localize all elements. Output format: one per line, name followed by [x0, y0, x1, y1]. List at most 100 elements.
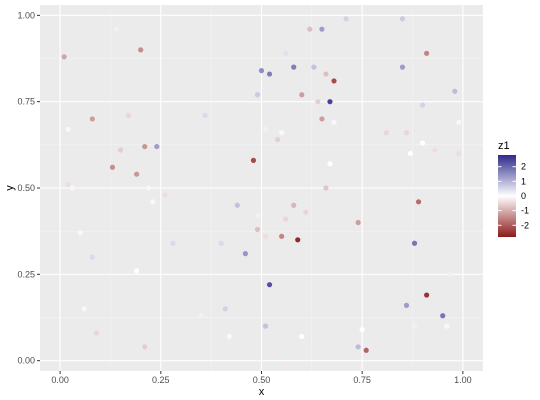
y-tick-label: 0.00: [17, 356, 35, 366]
x-tick-label: 0.75: [353, 375, 371, 385]
data-point: [331, 78, 337, 84]
legend-colorbar: [498, 155, 516, 237]
data-point: [254, 226, 261, 233]
y-tick-label: 0.75: [17, 97, 35, 107]
data-point: [170, 240, 176, 246]
data-point: [134, 171, 140, 177]
x-tick-label: 1.00: [454, 375, 472, 385]
data-point: [266, 282, 273, 288]
data-point: [359, 326, 365, 333]
data-point: [440, 313, 446, 319]
legend-ticks: 2 1 0 -1 -2: [498, 162, 529, 230]
data-point: [154, 143, 160, 150]
data-point: [363, 347, 369, 353]
data-point: [69, 185, 75, 191]
data-point: [250, 157, 257, 163]
data-point: [303, 209, 309, 215]
legend-tick-label: 1: [521, 176, 526, 186]
data-point: [299, 333, 305, 340]
data-point: [258, 68, 265, 74]
data-point: [113, 26, 120, 32]
data-point: [295, 237, 301, 243]
x-tick-label: 0.00: [51, 375, 69, 385]
data-point: [355, 344, 361, 350]
data-point: [307, 26, 313, 32]
legend-tick-label: 0: [521, 191, 526, 201]
data-point: [355, 219, 361, 226]
data-point: [419, 140, 426, 146]
data-point: [81, 306, 87, 312]
x-axis-title: x: [259, 386, 265, 398]
data-point: [126, 112, 132, 119]
data-point: [65, 181, 71, 188]
data-point: [162, 192, 168, 198]
data-point: [315, 99, 321, 105]
legend-tick-label: -1: [521, 206, 529, 216]
data-point: [319, 26, 325, 32]
data-point: [198, 313, 204, 319]
y-axis-title: y: [4, 185, 16, 191]
legend: z1 2 1 0 -1 -2: [498, 140, 529, 237]
data-point: [327, 99, 333, 105]
data-point: [279, 233, 285, 239]
data-point: [222, 306, 228, 312]
data-point: [109, 164, 116, 170]
data-point: [452, 88, 458, 94]
data-point: [254, 92, 261, 98]
data-point: [327, 161, 333, 167]
data-point: [399, 16, 406, 22]
data-point: [105, 171, 112, 177]
data-point: [146, 185, 152, 191]
data-point: [456, 150, 462, 157]
data-point: [448, 271, 454, 277]
data-point: [291, 64, 297, 70]
data-point: [202, 112, 208, 119]
data-point: [415, 199, 422, 205]
data-point: [150, 199, 156, 205]
x-tick-label: 0.50: [253, 375, 271, 385]
legend-tick-label: 2: [521, 162, 526, 172]
data-point: [424, 292, 430, 298]
data-point: [279, 130, 285, 136]
data-point: [134, 268, 140, 274]
data-point: [411, 323, 418, 329]
data-point: [262, 126, 269, 132]
data-point: [432, 147, 438, 153]
data-point: [444, 323, 450, 329]
data-point: [93, 330, 99, 336]
data-point: [407, 150, 414, 157]
data-point: [234, 202, 240, 208]
data-point: [77, 230, 83, 236]
data-point: [226, 333, 232, 340]
data-point: [142, 344, 148, 350]
data-point: [242, 251, 248, 257]
data-point: [323, 185, 329, 191]
data-point: [291, 202, 297, 208]
data-point: [403, 130, 410, 136]
data-point: [456, 119, 462, 125]
data-point: [399, 64, 406, 70]
data-point: [383, 130, 389, 136]
data-point: [262, 323, 269, 329]
data-point: [275, 137, 281, 143]
data-point: [218, 240, 224, 246]
data-point: [65, 126, 71, 132]
data-point: [121, 133, 128, 139]
data-point: [190, 199, 196, 205]
legend-tick-label: -2: [521, 220, 529, 230]
data-point: [254, 213, 261, 219]
y-tick-label: 0.50: [17, 183, 35, 193]
data-point: [117, 147, 124, 153]
data-point: [343, 16, 349, 22]
data-point: [411, 240, 418, 246]
data-point: [61, 54, 67, 60]
data-point: [331, 119, 337, 125]
data-point: [270, 351, 277, 357]
data-point: [283, 50, 289, 56]
data-point: [403, 302, 410, 308]
x-tick-label: 0.25: [152, 375, 170, 385]
data-point: [138, 47, 144, 53]
data-point: [266, 71, 273, 77]
data-point: [311, 64, 317, 70]
